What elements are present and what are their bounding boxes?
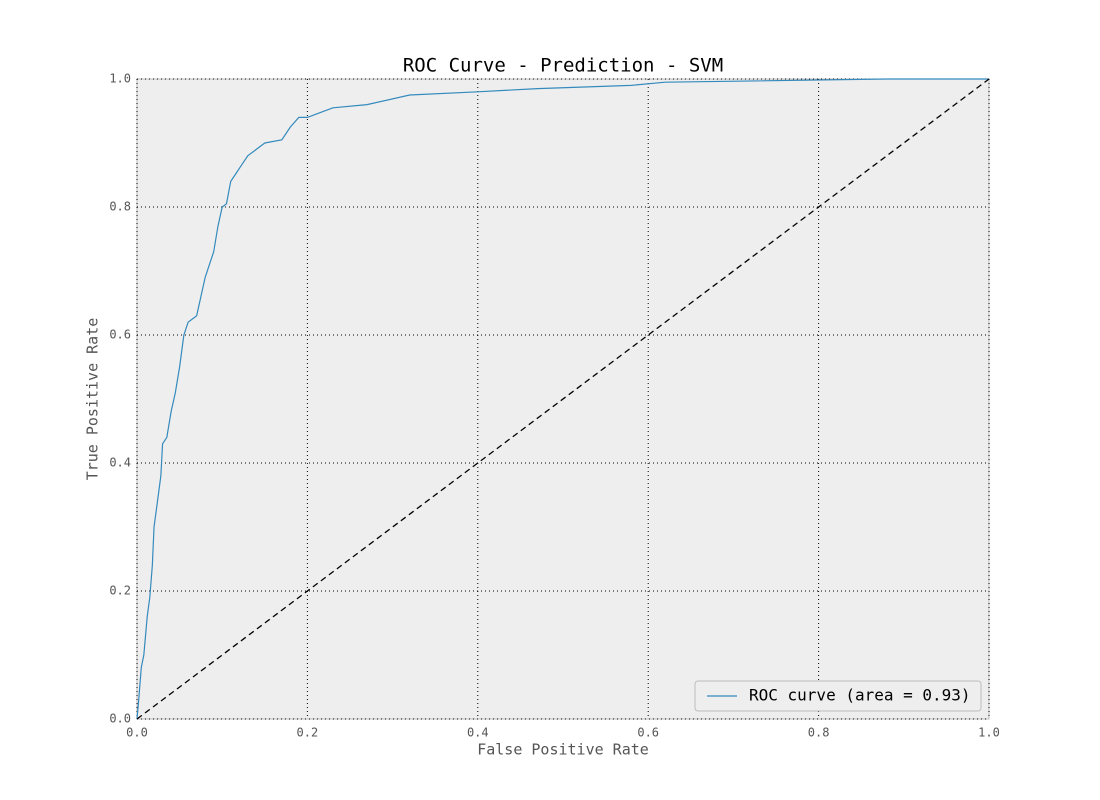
y-tick-label: 0.4 bbox=[109, 456, 131, 470]
x-axis-label: False Positive Rate bbox=[477, 741, 649, 759]
y-tick-label: 0.2 bbox=[109, 584, 131, 598]
y-axis-label: True Positive Rate bbox=[84, 318, 102, 481]
legend-label: ROC curve (area = 0.93) bbox=[749, 686, 971, 705]
y-tick-label: 0.0 bbox=[109, 712, 131, 726]
chart-title: ROC Curve - Prediction - SVM bbox=[403, 55, 723, 77]
x-tick-label: 0.8 bbox=[808, 726, 830, 740]
line-series bbox=[136, 78, 990, 720]
x-tick-label: 1.0 bbox=[978, 726, 1000, 740]
y-tick-label: 0.8 bbox=[109, 200, 131, 214]
x-tick-label: 0.2 bbox=[297, 726, 319, 740]
legend-box bbox=[694, 680, 982, 712]
y-tick-label: 0.6 bbox=[109, 328, 131, 342]
x-tick-label: 0.0 bbox=[126, 726, 148, 740]
line-series bbox=[136, 78, 989, 720]
y-tick-label: 1.0 bbox=[109, 72, 131, 86]
x-tick-label: 0.4 bbox=[467, 726, 489, 740]
x-tick-label: 0.6 bbox=[637, 726, 659, 740]
